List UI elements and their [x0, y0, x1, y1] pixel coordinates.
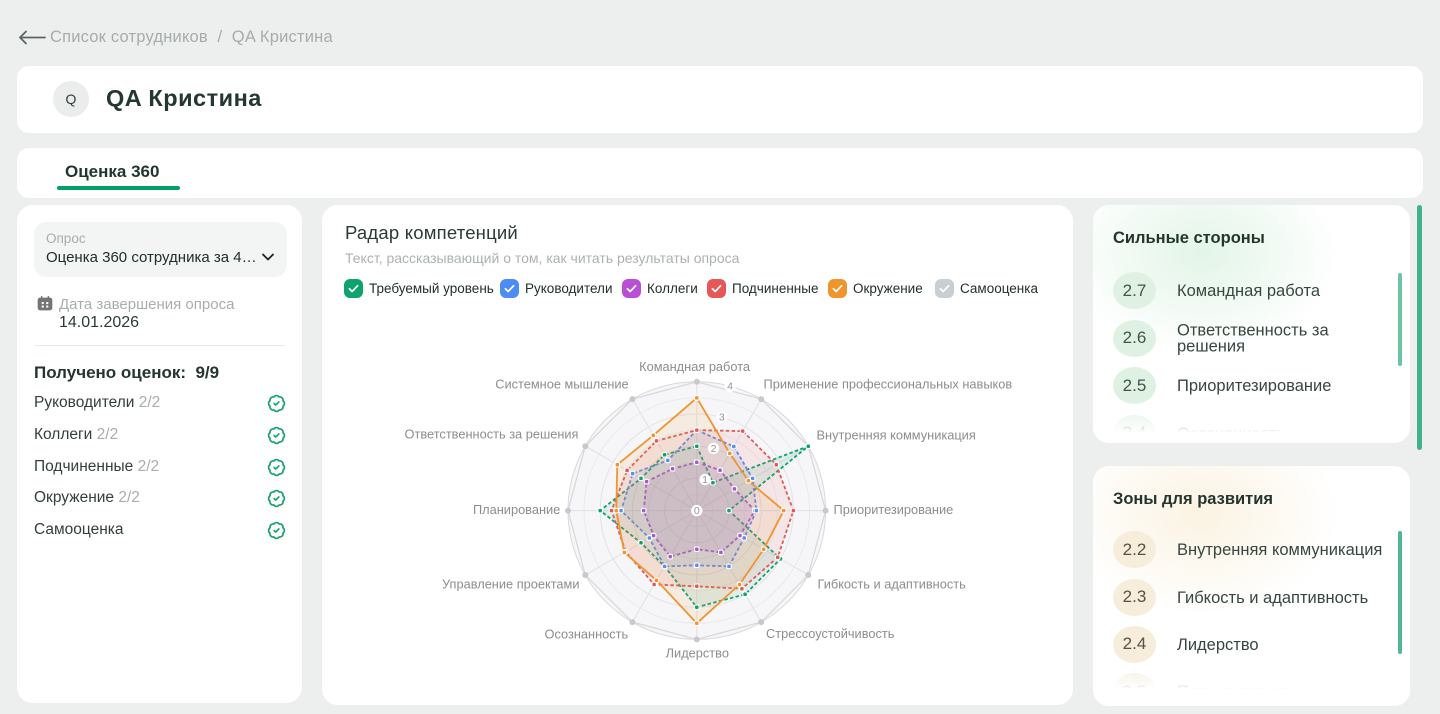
- svg-text:Командная работа: Командная работа: [639, 359, 751, 374]
- svg-text:4: 4: [727, 381, 733, 393]
- svg-text:Лидерство: Лидерство: [666, 646, 729, 661]
- svg-text:0: 0: [694, 505, 700, 517]
- svg-text:Управление проектами: Управление проектами: [442, 577, 580, 592]
- svg-text:Стрессоустойчивость: Стрессоустойчивость: [766, 626, 895, 641]
- svg-text:Осознанность: Осознанность: [544, 626, 628, 641]
- svg-text:Ответственность за решения: Ответственность за решения: [405, 426, 579, 441]
- svg-text:Гибкость и адаптивность: Гибкость и адаптивность: [818, 577, 967, 592]
- svg-text:Системное мышление: Системное мышление: [495, 376, 628, 391]
- svg-text:2: 2: [711, 443, 717, 455]
- svg-text:Приоритезирование: Приоритезирование: [834, 502, 954, 517]
- svg-text:3: 3: [719, 412, 725, 424]
- svg-text:Планирование: Планирование: [473, 502, 560, 517]
- svg-text:Внутренняя коммуникация: Внутренняя коммуникация: [817, 427, 976, 442]
- svg-text:Применение профессиональных на: Применение профессиональных навыков: [764, 377, 1013, 392]
- svg-text:1: 1: [702, 474, 708, 486]
